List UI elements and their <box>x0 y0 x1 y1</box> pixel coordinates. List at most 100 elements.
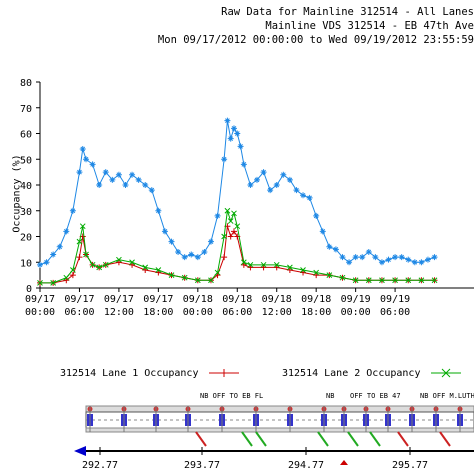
x-tick-label-time: 18:00 <box>301 307 331 318</box>
x-tick-label-time: 12:00 <box>262 307 292 318</box>
series-line-1 <box>39 120 435 266</box>
data-point-series-1 <box>83 156 90 163</box>
data-point-series-1 <box>339 254 346 261</box>
x-tick-label-date: 09/17 <box>104 294 134 305</box>
x-tick-label-time: 00:00 <box>341 307 371 318</box>
data-point-series-1 <box>230 125 237 132</box>
data-point-series-1 <box>207 238 214 245</box>
data-point-series-3 <box>102 261 109 268</box>
data-point-series-1 <box>129 171 136 178</box>
data-point-series-1 <box>260 169 267 176</box>
data-point-series-1 <box>79 145 86 152</box>
data-point-series-3 <box>260 261 267 268</box>
data-point-series-3 <box>63 274 70 281</box>
y-tick-label: 40 <box>20 181 32 192</box>
series-line-3 <box>40 210 435 284</box>
data-point-series-3 <box>234 223 241 230</box>
data-point-series-3 <box>339 274 346 281</box>
legend-label-lane2: 312514 Lane 2 Occupancy <box>282 368 421 379</box>
ramp-connector <box>369 431 381 447</box>
ramp-connector <box>195 431 207 447</box>
data-point-series-1 <box>405 256 412 263</box>
x-tick-label-time: 12:00 <box>104 307 134 318</box>
data-point-series-3 <box>224 207 231 214</box>
legend-entry-lane2: 312514 Lane 2 Occupancy <box>282 368 461 379</box>
data-point-series-1 <box>214 212 221 219</box>
data-point-series-1 <box>273 182 280 188</box>
data-point-series-1 <box>43 259 50 266</box>
data-point-series-1 <box>96 182 103 188</box>
data-point-series-1 <box>418 259 425 266</box>
data-point-series-1 <box>89 161 96 168</box>
data-point-series-3 <box>129 259 135 266</box>
data-point-series-2 <box>230 228 237 235</box>
data-point-series-3 <box>181 274 188 281</box>
data-point-series-1 <box>237 143 244 150</box>
data-point-series-1 <box>319 228 326 235</box>
data-point-series-1 <box>201 248 208 255</box>
data-point-series-1 <box>115 171 122 178</box>
data-point-series-1 <box>359 254 366 261</box>
ramp-label-2: OFF TO EB 47 <box>350 392 401 400</box>
data-point-series-1 <box>267 187 274 194</box>
data-point-series-1 <box>109 176 116 183</box>
legend-label-lane1: 312514 Lane 1 Occupancy <box>60 368 199 379</box>
data-point-series-3 <box>116 256 122 263</box>
data-point-series-1 <box>76 169 83 176</box>
data-point-series-3 <box>405 277 412 284</box>
x-tick-label-date: 09/17 <box>143 294 173 305</box>
data-point-series-3 <box>96 264 103 271</box>
data-point-series-1 <box>280 171 287 178</box>
x-tick-label-date: 09/19 <box>341 294 371 305</box>
milepost-label: 293.77 <box>184 460 220 471</box>
chart-subtitle-station: Mainline VDS 312514 - EB 47th Ave <box>265 20 474 32</box>
data-point-series-1 <box>63 228 70 235</box>
data-point-series-1 <box>293 187 300 194</box>
data-point-series-3 <box>70 267 76 273</box>
data-point-series-1 <box>221 156 228 163</box>
data-point-series-1 <box>431 254 438 261</box>
data-point-series-1 <box>122 182 129 188</box>
data-point-series-1 <box>392 254 399 261</box>
ramp-connector <box>255 431 267 447</box>
x-tick-label-time: 06:00 <box>380 307 410 318</box>
data-point-series-1 <box>313 212 320 219</box>
data-point-series-1 <box>326 243 333 250</box>
data-point-series-1 <box>300 192 307 199</box>
data-point-series-3 <box>214 269 221 276</box>
data-point-series-1 <box>37 261 43 268</box>
data-point-series-3 <box>418 277 425 284</box>
legend-marker-lane1 <box>208 369 239 377</box>
x-tick-label-date: 09/18 <box>262 294 292 305</box>
data-point-series-1 <box>234 130 241 137</box>
data-point-series-1 <box>188 251 195 258</box>
x-tick-label-date: 09/19 <box>380 294 410 305</box>
data-point-series-2 <box>69 272 76 279</box>
data-point-series-3 <box>431 277 438 284</box>
data-point-series-3 <box>365 277 372 284</box>
milepost-label: 292.77 <box>82 460 118 471</box>
data-point-series-3 <box>247 261 254 268</box>
data-point-series-1 <box>161 228 168 235</box>
data-point-series-1 <box>135 176 142 183</box>
data-point-series-1 <box>224 117 231 124</box>
y-tick-label: 30 <box>20 207 32 218</box>
data-point-series-3 <box>83 251 89 258</box>
data-point-series-3 <box>50 279 57 286</box>
data-point-series-3 <box>379 277 385 284</box>
data-point-series-3 <box>155 267 162 273</box>
x-tick-label-time: 06:00 <box>64 307 94 318</box>
data-point-series-3 <box>287 264 293 271</box>
legend-entry-lane1: 312514 Lane 1 Occupancy <box>60 368 239 379</box>
data-point-series-3 <box>208 277 214 284</box>
data-point-series-1 <box>168 238 175 245</box>
data-point-series-2 <box>76 254 83 261</box>
ramp-connector <box>397 431 409 447</box>
ramp-connector <box>439 431 451 447</box>
y-tick-label: 10 <box>20 258 32 269</box>
direction-arrow-left <box>74 446 86 456</box>
data-point-series-3 <box>142 264 149 271</box>
data-point-series-1 <box>332 246 339 253</box>
data-point-series-3 <box>76 238 83 245</box>
